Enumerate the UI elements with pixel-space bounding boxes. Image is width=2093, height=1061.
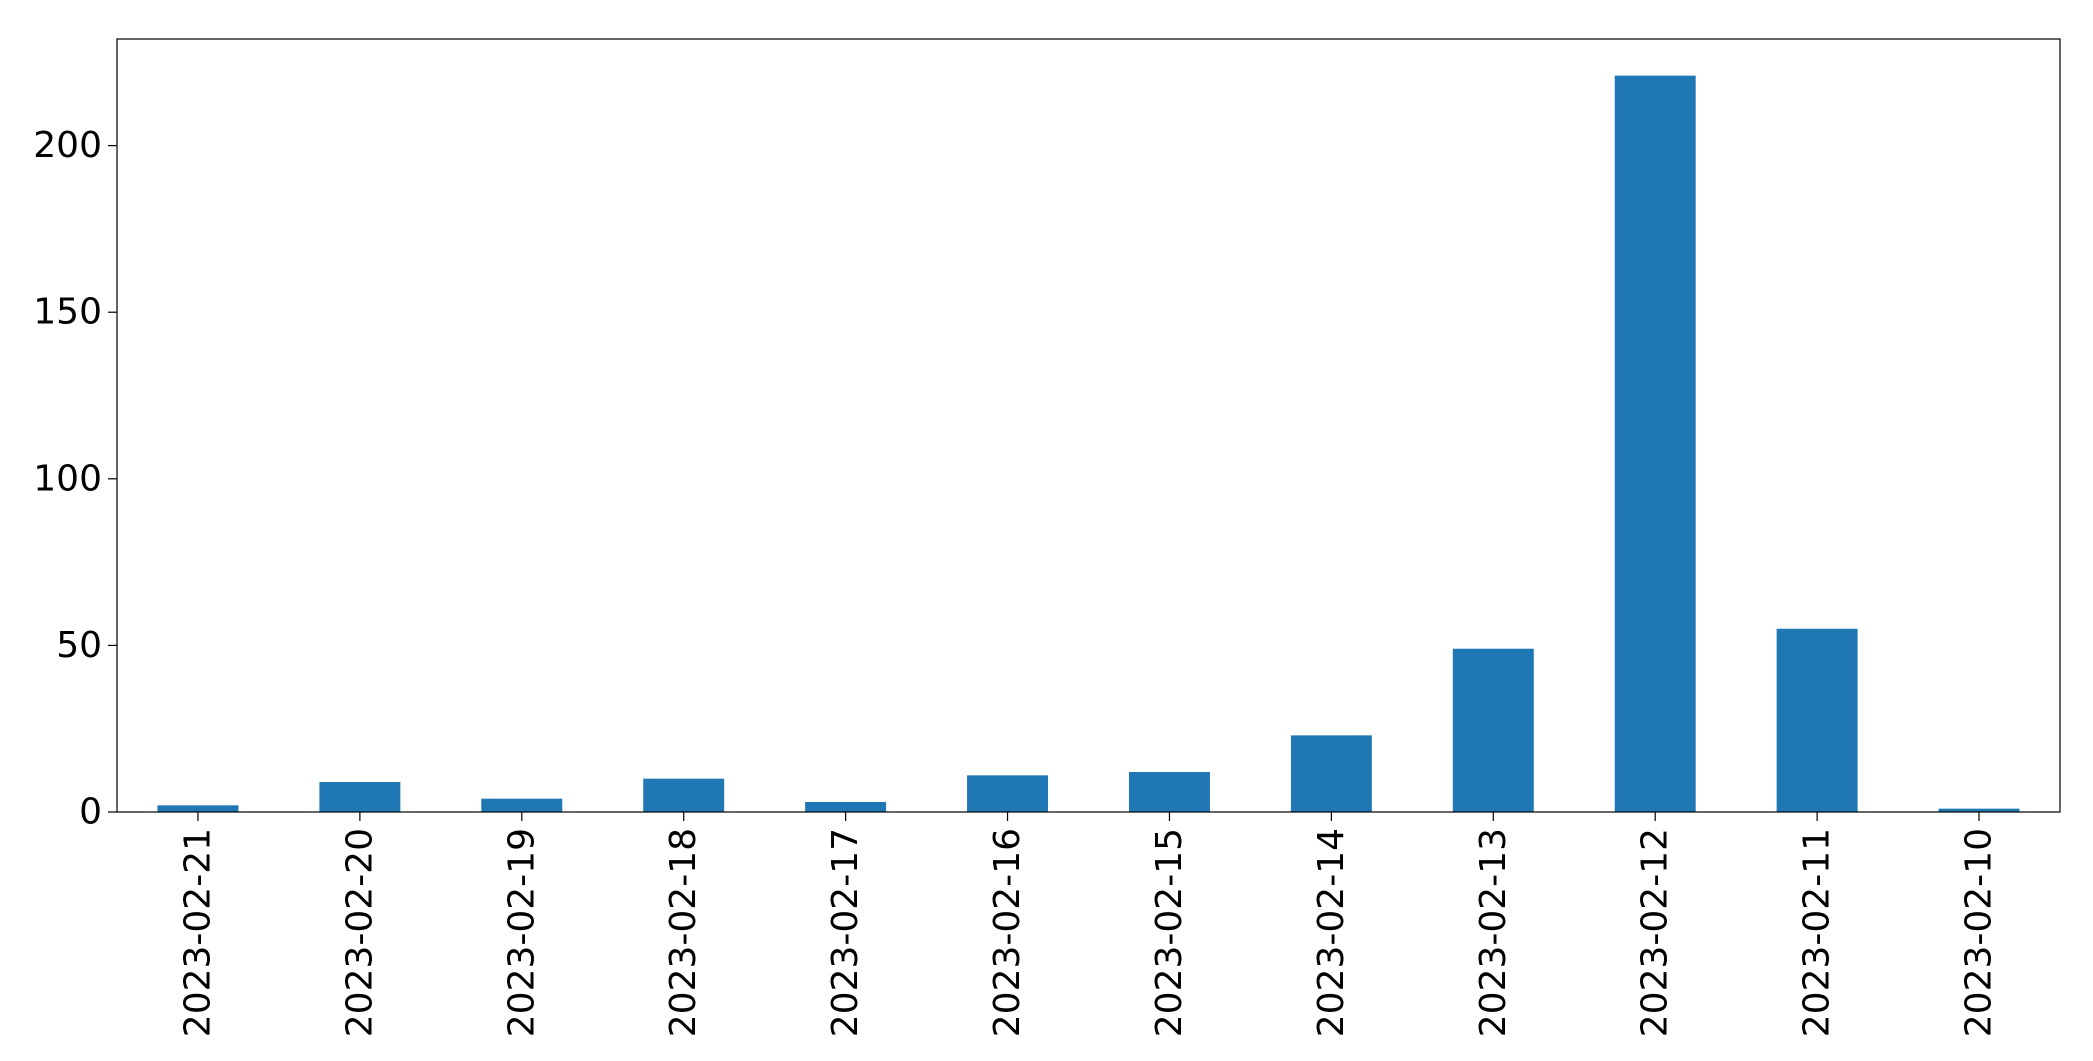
bar-2023-02-10 [1938,808,2020,812]
bar-2023-02-21 [157,805,239,812]
x-tick-label: 2023-02-14 [1311,828,1352,1037]
y-axis: 0 50 100 150 200 [33,125,117,833]
y-tick-label: 0 [79,792,102,833]
x-tick-label: 2023-02-11 [1797,828,1838,1037]
bar-2023-02-19 [481,798,563,812]
x-tick-label: 2023-02-17 [825,828,866,1037]
bar-2023-02-15 [1128,772,1210,812]
y-tick-label: 150 [33,292,102,333]
bar-2023-02-11 [1776,628,1858,812]
plot-frame [116,38,2061,813]
bar-2023-02-18 [643,778,725,812]
x-tick-label: 2023-02-12 [1635,828,1676,1037]
bar-2023-02-12 [1614,75,1696,812]
x-tick-label: 2023-02-18 [663,828,704,1037]
bar-2023-02-14 [1290,735,1372,812]
bar-2023-02-20 [319,782,401,812]
bar-2023-02-17 [805,802,887,812]
x-tick-label: 2023-02-21 [177,828,218,1037]
x-tick-label: 2023-02-16 [987,828,1028,1037]
x-tick-label: 2023-02-19 [501,828,542,1037]
y-tick-label: 200 [33,125,102,166]
x-axis: 2023-02-21 2023-02-20 2023-02-19 2023-02-18… [177,812,2000,1037]
bar-2023-02-16 [967,775,1049,812]
y-tick-label: 100 [33,458,102,499]
y-tick-label: 50 [56,625,102,666]
x-tick-label: 2023-02-20 [339,828,380,1037]
bar-series [157,75,2020,812]
x-tick-label: 2023-02-10 [1959,828,2000,1037]
x-tick-label: 2023-02-13 [1473,828,1514,1037]
bar-2023-02-13 [1452,648,1534,812]
x-tick-label: 2023-02-15 [1149,828,1190,1037]
